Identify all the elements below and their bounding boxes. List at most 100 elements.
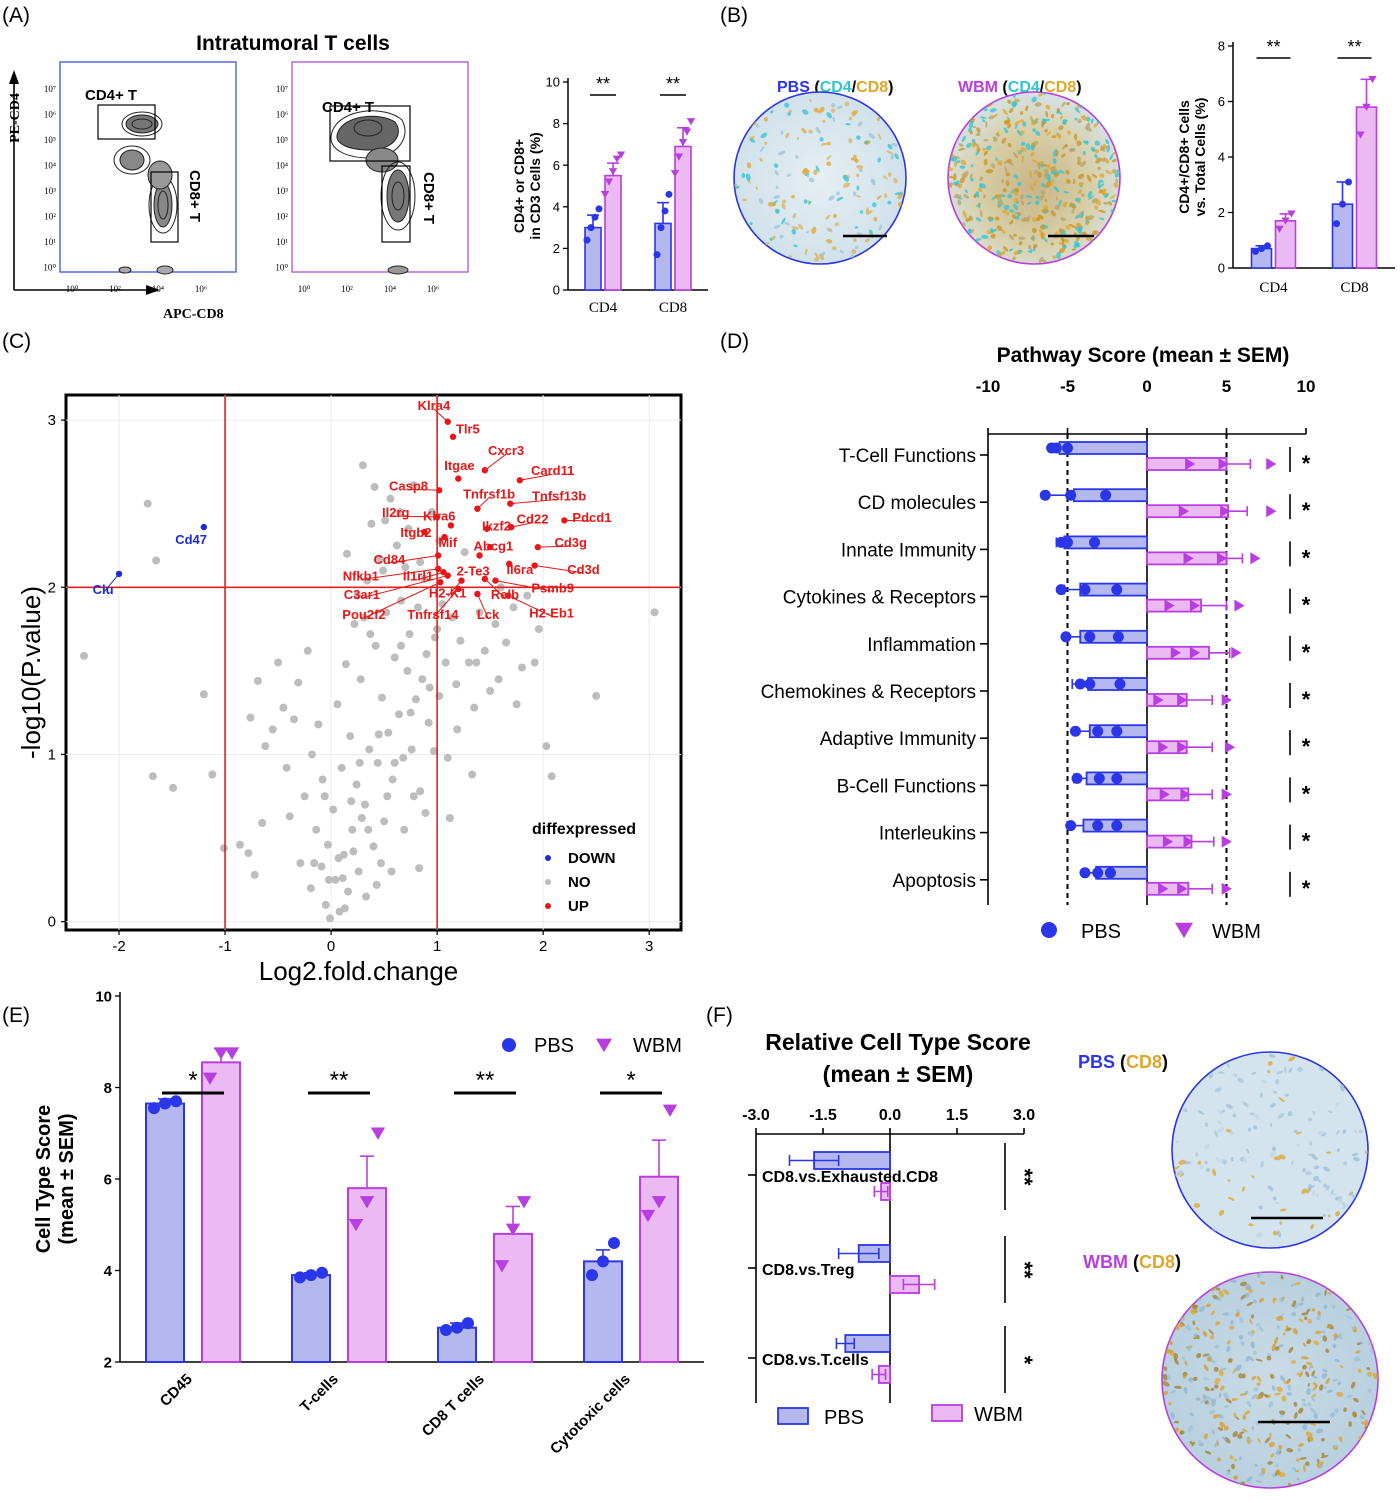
stain-speck [775, 185, 779, 189]
stain-speck [1101, 188, 1107, 195]
flow-y-tick: 10⁶ [276, 110, 288, 120]
stain-speck [1005, 172, 1010, 177]
stain-speck [1022, 121, 1027, 127]
stain-speck [1218, 1392, 1222, 1399]
y-axis-label: CD4+/CD8+ Cellsvs. Total Cells (%) [1176, 98, 1208, 217]
stain-speck [1225, 1398, 1232, 1404]
data-point-wbm [1220, 505, 1231, 518]
flow-x-tick: 10² [109, 284, 121, 294]
stain-speck [1204, 1386, 1210, 1392]
stain-speck [1101, 157, 1106, 162]
data-point-wbm [1266, 458, 1277, 470]
stain-speck [1316, 1458, 1320, 1464]
data-point-wbm [1189, 599, 1201, 612]
stain-speck [1175, 1323, 1180, 1331]
data-point-no [509, 603, 518, 612]
bar-pbs [145, 1102, 185, 1363]
stain-speck [989, 108, 997, 113]
stain-speck [1013, 233, 1018, 237]
stain-speck [1055, 150, 1059, 157]
stain-speck [1316, 1314, 1322, 1321]
stain-speck [1215, 1287, 1221, 1291]
stain-speck [872, 202, 877, 208]
data-point-no [314, 720, 323, 729]
data-point-up [492, 577, 499, 584]
stain-speck [1058, 199, 1062, 207]
data-point-wbm [600, 190, 610, 199]
data-point-no [261, 742, 270, 751]
stain-speck [1326, 1208, 1331, 1212]
stain-speck [794, 155, 799, 159]
stain-speck [1248, 1356, 1255, 1362]
stain-speck [1204, 1143, 1210, 1150]
stain-speck [1175, 1427, 1180, 1432]
stain-speck [1168, 1401, 1172, 1406]
flow-y-tick: 10⁰ [275, 263, 288, 273]
stain-speck [864, 140, 869, 145]
stain-speck [1005, 180, 1010, 187]
data-point-no [380, 817, 389, 826]
x-tick-label: -2 [112, 938, 125, 955]
stain-speck [1092, 230, 1099, 235]
stain-speck [1028, 244, 1032, 250]
data-point-no [199, 690, 208, 699]
stain-speck [887, 200, 892, 205]
data-point-pbs [1055, 584, 1067, 596]
data-point-no [341, 660, 350, 669]
data-point-no [353, 591, 362, 600]
stain-speck [1273, 1090, 1277, 1094]
stain-speck [813, 168, 818, 173]
stain-speck [1226, 1340, 1231, 1345]
stain-speck [1338, 1333, 1343, 1340]
data-point-no [390, 653, 399, 662]
data-point-pbs [1258, 245, 1265, 253]
stain-speck [1182, 1356, 1186, 1360]
category-label: Innate Immunity [841, 540, 977, 561]
significance-marker: * [1302, 829, 1311, 854]
significance-marker: * [1302, 640, 1311, 665]
stain-speck [826, 112, 832, 119]
stain-speck [1242, 1101, 1249, 1108]
stain-speck [1242, 1428, 1248, 1432]
stain-speck [837, 105, 843, 110]
stain-speck [1218, 1290, 1224, 1298]
stain-speck [1336, 1148, 1340, 1152]
stain-speck [1030, 152, 1035, 157]
data-point-no [352, 780, 361, 789]
data-point-no [453, 725, 462, 734]
stain-speck [1311, 1370, 1316, 1376]
stain-speck [1071, 205, 1077, 209]
stain-speck [734, 183, 738, 188]
stain-speck [1271, 1146, 1277, 1151]
stain-speck [852, 191, 857, 197]
data-point-no [323, 840, 332, 849]
gene-label: Pdcd1 [572, 510, 611, 525]
stain-speck [1034, 118, 1039, 121]
stain-speck [1065, 169, 1070, 175]
data-point-no [253, 676, 262, 685]
flow-contours-wbm [330, 110, 416, 275]
data-point-up [534, 543, 542, 551]
stain-speck [952, 181, 959, 186]
bar-wbm [493, 1232, 533, 1364]
stain-speck [759, 157, 763, 162]
panel-letter-b: (B) [720, 4, 748, 27]
stain-speck [1008, 161, 1014, 166]
stain-speck [1238, 1456, 1242, 1461]
category-label: CD8 [1340, 280, 1368, 296]
panel-a-title: Intratumoral T cells [196, 32, 390, 55]
stain-speck [1208, 1329, 1214, 1335]
stain-speck [1244, 1292, 1250, 1298]
stain-speck [1255, 1232, 1263, 1238]
data-point-pbs [1071, 772, 1083, 784]
stain-speck [1050, 242, 1054, 246]
gate-cd8-wbm [381, 165, 411, 243]
stain-speck [854, 245, 859, 250]
stain-speck [1012, 256, 1016, 261]
y-axis-label-line: vs. Total Cells (%) [1192, 98, 1208, 217]
stain-speck [1021, 155, 1025, 163]
stain-speck [1307, 1318, 1312, 1324]
stain-speck [1080, 115, 1087, 121]
stain-speck [1099, 217, 1105, 221]
label-leader [484, 578, 506, 599]
